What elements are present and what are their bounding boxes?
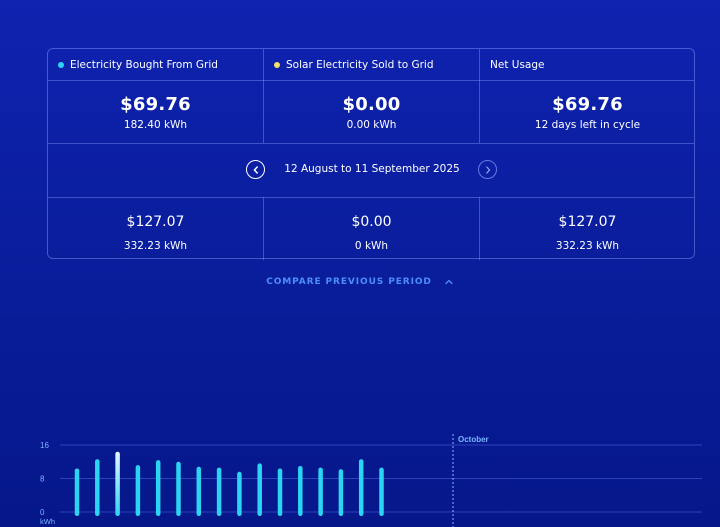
legend-dot-icon	[274, 61, 280, 68]
row-divider	[48, 80, 694, 81]
usage-bar[interactable]	[216, 467, 222, 516]
usage-bar[interactable]	[196, 466, 202, 516]
y-tick-label: 0	[40, 508, 45, 517]
amount-value: $0.00	[351, 214, 392, 230]
column-divider	[263, 197, 264, 260]
days-left-text: 12 days left in cycle	[534, 119, 641, 131]
header-grid-bought: Electricity Bought From Grid	[48, 49, 263, 80]
chevron-right-icon	[485, 165, 490, 174]
usage-bar[interactable]	[358, 459, 364, 516]
usage-bar[interactable]	[176, 461, 181, 516]
usage-bar[interactable]	[338, 469, 344, 516]
header-net-usage: Net Usage	[480, 49, 695, 80]
column-divider	[263, 49, 264, 143]
row-divider	[48, 197, 694, 198]
usage-bar[interactable]	[379, 467, 384, 516]
chevron-up-icon	[445, 279, 453, 284]
previous-bought-cell: $127.07 332.23 kWh	[48, 214, 263, 252]
month-marker-label: October	[458, 435, 489, 444]
amount-value: $127.07	[558, 214, 617, 230]
previous-net-cell: $127.07 332.23 kWh	[480, 214, 695, 252]
y-unit-label: kWh	[40, 517, 55, 526]
amount-value: $127.07	[126, 214, 185, 230]
period-label: 12 August to 11 September 2025	[284, 163, 460, 175]
usage-bar[interactable]	[298, 465, 303, 516]
kwh-value: 0 kWh	[354, 240, 389, 252]
amount-value: $0.00	[342, 94, 401, 115]
header-label: Solar Electricity Sold to Grid	[286, 58, 434, 71]
usage-bar[interactable]	[74, 468, 80, 516]
header-solar-sold: Solar Electricity Sold to Grid	[264, 49, 479, 80]
usage-bar[interactable]	[115, 451, 120, 516]
y-tick-label: 16	[40, 441, 49, 450]
usage-bar[interactable]	[257, 463, 262, 516]
kwh-value: 332.23 kWh	[555, 240, 620, 252]
usage-bar[interactable]	[95, 459, 100, 516]
usage-bar[interactable]	[135, 465, 141, 516]
header-label: Net Usage	[490, 58, 545, 71]
usage-bar[interactable]	[318, 467, 323, 516]
usage-bar[interactable]	[277, 468, 283, 516]
kwh-value: 182.40 kWh	[123, 119, 188, 131]
compare-label: COMPARE PREVIOUS PERIOD	[266, 277, 432, 287]
row-divider	[48, 143, 694, 144]
current-net-cell: $69.76 12 days left in cycle	[480, 94, 695, 131]
compare-previous-period-button[interactable]: COMPARE PREVIOUS PERIOD	[0, 277, 720, 287]
usage-summary-card: Electricity Bought From Grid Solar Elect…	[47, 48, 695, 260]
column-divider	[479, 49, 480, 143]
kwh-value: 0.00 kWh	[346, 119, 397, 131]
legend-dot-icon	[58, 61, 64, 68]
amount-value: $69.76	[120, 94, 191, 115]
usage-bar[interactable]	[237, 471, 242, 516]
header-label: Electricity Bought From Grid	[70, 58, 218, 71]
chevron-left-icon	[253, 165, 258, 174]
previous-period-button[interactable]	[246, 160, 265, 179]
current-sold-cell: $0.00 0.00 kWh	[264, 94, 479, 131]
current-bought-cell: $69.76 182.40 kWh	[48, 94, 263, 131]
kwh-value: 332.23 kWh	[123, 240, 188, 252]
usage-bar[interactable]	[155, 460, 161, 516]
amount-value: $69.76	[552, 94, 623, 115]
next-period-button[interactable]	[478, 160, 497, 179]
previous-sold-cell: $0.00 0 kWh	[264, 214, 479, 252]
y-tick-label: 8	[40, 475, 45, 484]
column-divider	[479, 197, 480, 260]
